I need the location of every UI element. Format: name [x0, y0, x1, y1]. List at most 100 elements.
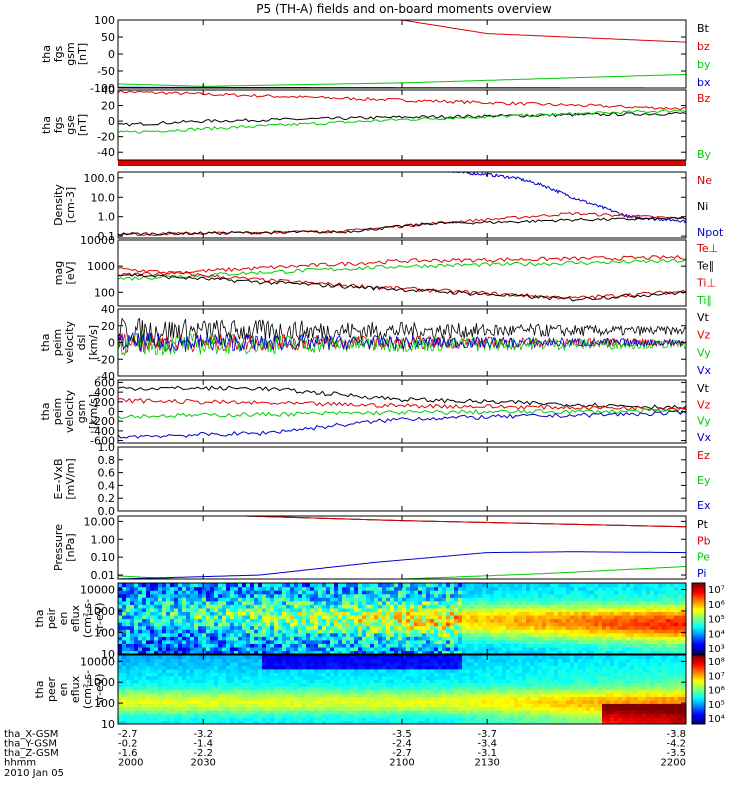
spectrogram-cell: [442, 639, 447, 644]
spectrogram-cell: [462, 703, 467, 708]
spectrogram-cell: [174, 597, 179, 602]
spectrogram-cell: [194, 597, 199, 602]
spectrogram-cell: [282, 636, 287, 641]
spectrogram-cell: [162, 622, 167, 627]
spectrogram-cell: [306, 590, 311, 595]
spectrogram-cell: [558, 593, 563, 598]
spectrogram-cell: [526, 632, 531, 637]
spectrogram-cell: [306, 655, 311, 660]
spectrogram-cell: [410, 658, 415, 663]
spectrogram-cell: [394, 675, 399, 680]
spectrogram-cell: [490, 622, 495, 627]
spectrogram-cell: [358, 658, 363, 663]
spectrogram-cell: [258, 720, 263, 724]
spectrogram-cell: [118, 650, 123, 654]
spectrogram-cell: [630, 597, 635, 602]
spectrogram-cell: [130, 713, 135, 718]
spectrogram-cell: [266, 661, 271, 666]
spectrogram-cell: [670, 632, 675, 637]
spectrogram-cell: [378, 600, 383, 605]
spectrogram-cell: [142, 629, 147, 634]
spectrogram-cell: [446, 646, 451, 652]
spectrogram-cell: [206, 675, 211, 680]
series-by: [118, 73, 686, 87]
spectrogram-cell: [118, 668, 123, 673]
spectrogram-cell: [382, 689, 387, 694]
spectrogram-cell: [514, 586, 519, 591]
spectrogram-cell: [146, 703, 151, 708]
spectrogram-cell: [422, 622, 427, 627]
spectrogram-cell: [198, 593, 203, 598]
spectrogram-cell: [242, 590, 247, 595]
spectrogram-cell: [590, 593, 595, 598]
spectrogram-cell: [118, 622, 123, 627]
spectrogram-cell: [118, 646, 123, 652]
spectrogram-cell: [418, 710, 423, 715]
spectrogram-cell: [246, 699, 251, 704]
y-axis-label-line: (cm²-s-: [81, 599, 94, 638]
spectrogram-cell: [382, 720, 387, 724]
spectrogram-cell: [574, 643, 579, 648]
spectrogram-cell: [462, 710, 467, 715]
spectrogram-cell: [210, 692, 215, 697]
spectrogram-cell: [206, 611, 211, 616]
spectrogram-cell: [294, 646, 299, 652]
spectrogram-cell: [490, 618, 495, 623]
spectrogram-cell: [498, 643, 503, 648]
spectrogram-cell: [270, 636, 275, 641]
spectrogram-cell: [454, 618, 459, 623]
spectrogram-cell: [322, 679, 327, 684]
y-tick-label: 0: [108, 48, 115, 61]
spectrogram-cell: [226, 646, 231, 652]
spectrogram-cell: [426, 639, 431, 644]
spectrogram-cell: [118, 597, 123, 602]
spectrogram-cell: [394, 604, 399, 609]
spectrogram-cell: [450, 665, 455, 670]
spectrogram-cell: [422, 675, 427, 680]
spectrogram-cell: [306, 713, 311, 718]
spectrogram-cell: [250, 646, 255, 652]
spectrogram-cell: [410, 618, 415, 623]
y-ticks: 1.00.80.60.40.20.0: [98, 441, 686, 518]
spectrogram-cell: [550, 583, 555, 588]
spectrogram-cell: [130, 614, 135, 620]
spectrogram-cell: [234, 668, 239, 673]
spectrogram-cell: [578, 625, 583, 630]
spectrogram-cell: [158, 655, 163, 660]
spectrogram-cell: [518, 583, 523, 588]
spectrogram-cell: [358, 655, 363, 660]
spectrogram-cell: [218, 639, 223, 644]
spectrogram-cell: [674, 632, 679, 637]
spectrogram-cell: [358, 611, 363, 616]
spectrogram-cell: [430, 629, 435, 634]
spectrogram-cell: [306, 586, 311, 591]
spectrogram-cell: [502, 611, 507, 616]
spectrogram-cell: [146, 622, 151, 627]
spectrogram-cell: [410, 699, 415, 704]
spectrogram-cell: [302, 689, 307, 694]
spectrogram-cell: [414, 583, 419, 588]
spectrogram-cell: [278, 672, 283, 677]
spectrogram-cell: [370, 629, 375, 634]
spectrogram-cell: [618, 614, 623, 620]
spectrogram-cell: [650, 597, 655, 602]
spectrogram-cell: [346, 668, 351, 673]
spectrogram-cell: [186, 665, 191, 670]
spectrogram-cell: [370, 597, 375, 602]
spectrogram-cell: [310, 710, 315, 715]
spectrogram-cell: [618, 590, 623, 595]
spectrogram-cell: [214, 679, 219, 684]
spectrogram-cell: [402, 699, 407, 704]
spectrogram-cell: [266, 717, 271, 722]
spectrogram-cell: [146, 604, 151, 609]
chart-title: P5 (TH-A) fields and on-board moments ov…: [256, 2, 552, 16]
spectrogram-cell: [526, 639, 531, 644]
spectrogram-cell: [594, 590, 599, 595]
spectrogram-cell: [138, 639, 143, 644]
y-tick-label: -100: [90, 82, 115, 95]
spectrogram-cell: [274, 586, 279, 591]
spectrogram-cell: [174, 703, 179, 708]
spectrogram-cell: [138, 692, 143, 697]
spectrogram-cell: [326, 696, 331, 701]
spectrogram-cell: [338, 658, 343, 663]
